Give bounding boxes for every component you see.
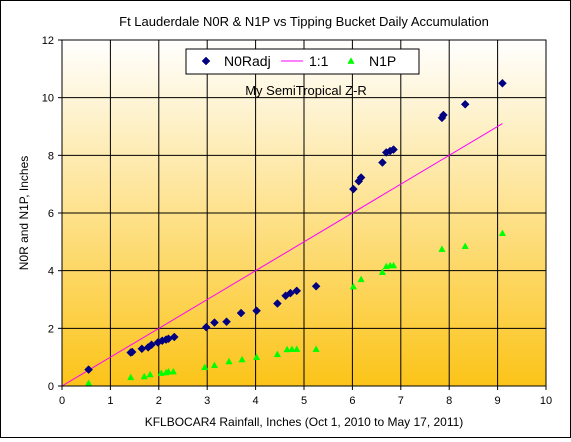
legend: N0Radj 1:1 N1P: [185, 48, 420, 75]
series-n0radj: [84, 78, 507, 374]
x-tick-label: 2: [156, 395, 162, 407]
data-point-n0radj: [311, 281, 321, 291]
series-line-1-1: [61, 123, 503, 387]
data-point-n1p: [238, 355, 246, 363]
data-point-n0radj: [378, 158, 387, 167]
x-tick-label: 1: [107, 395, 113, 407]
data-point-n1p: [210, 361, 219, 369]
data-point-n1p: [293, 345, 301, 352]
data-point-n0radj: [439, 110, 448, 120]
y-tick-label: 6: [48, 208, 54, 220]
y-axis-label: N0R and N1P, Inches: [17, 156, 31, 271]
legend-swatch-n1p: [347, 57, 355, 64]
legend-label-n1p: N1P: [369, 53, 396, 69]
data-point-n0radj: [127, 347, 137, 357]
y-tick-label: 10: [42, 93, 54, 105]
data-point-n1p: [312, 345, 320, 352]
x-tick-label: 5: [301, 395, 307, 407]
data-point-n0radj: [292, 286, 302, 296]
data-point-n1p: [146, 370, 154, 378]
x-tick-label: 6: [349, 395, 355, 407]
series-n1p: [84, 229, 507, 386]
data-point-n0radj: [498, 78, 507, 88]
data-point-n0radj: [273, 299, 282, 308]
data-point-n0radj: [147, 340, 156, 350]
data-point-n0radj: [84, 365, 93, 374]
x-tick-label: 8: [446, 395, 452, 407]
data-point-n1p: [283, 345, 291, 353]
data-point-n1p: [378, 268, 387, 275]
data-point-n1p: [349, 282, 357, 290]
data-point-n1p: [127, 373, 135, 381]
y-tick-label: 2: [48, 323, 54, 335]
data-point-n0radj: [236, 308, 246, 318]
data-point-n0radj: [460, 99, 470, 109]
y-tick-label: 0: [48, 381, 54, 393]
data-point-n1p: [164, 367, 173, 375]
data-point-n1p: [225, 357, 233, 365]
x-tick-label: 10: [540, 395, 552, 407]
legend-label-n0radj: N0Radj: [224, 53, 271, 69]
x-tick-label: 9: [495, 395, 501, 407]
data-point-n1p: [461, 242, 469, 249]
data-point-n1p: [273, 350, 282, 358]
data-point-n0radj: [222, 317, 231, 327]
y-tick-label: 12: [42, 35, 54, 47]
data-point-n0radj: [252, 306, 261, 316]
data-point-n1p: [157, 369, 165, 376]
data-point-n0radj: [389, 145, 398, 154]
data-point-n1p: [140, 372, 148, 380]
legend-swatch-n0radj: [201, 56, 211, 66]
x-tick-label: 4: [253, 395, 259, 407]
x-tick-label: 7: [398, 395, 404, 407]
data-point-n0radj: [356, 173, 366, 182]
data-point-n0radj: [169, 332, 179, 342]
series-1-1: [61, 123, 503, 387]
data-point-n1p: [288, 345, 296, 352]
data-point-n1p: [357, 275, 365, 283]
data-point-n0radj: [286, 288, 295, 298]
y-tick-label: 8: [48, 150, 54, 162]
x-tick-label: 0: [59, 395, 65, 407]
data-point-n1p: [201, 363, 209, 371]
legend-items: N0Radj 1:1 N1P: [201, 53, 396, 69]
data-series: [61, 78, 507, 387]
data-point-n1p: [389, 261, 398, 269]
x-axis-label: KFLBOCAR4 Rainfall, Inches (Oct 1, 2010 …: [145, 415, 464, 429]
x-tick-label: 3: [204, 395, 210, 407]
chart-title: Ft Lauderdale N0R & N1P vs Tipping Bucke…: [119, 14, 489, 29]
data-point-n1p: [438, 245, 446, 252]
data-point-n1p: [169, 367, 177, 375]
data-point-n0radj: [349, 184, 358, 194]
data-point-n0radj: [210, 318, 219, 327]
y-tick-label: 4: [48, 266, 54, 278]
data-point-n1p: [498, 229, 507, 236]
chart-subtitle: My SemiTropical Z-R: [245, 83, 367, 98]
data-point-n1p: [252, 353, 261, 360]
data-point-n0radj: [201, 322, 211, 332]
legend-label-1-1: 1:1: [309, 53, 329, 69]
